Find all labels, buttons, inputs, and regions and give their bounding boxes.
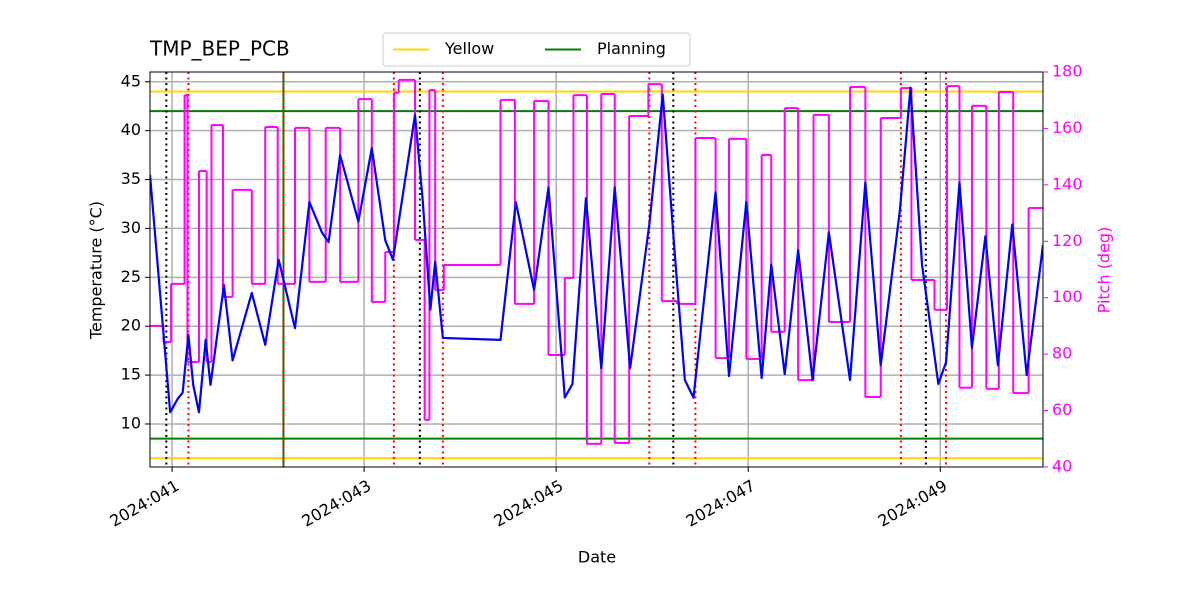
plot-area	[150, 72, 1043, 467]
y2-tick-label: 180	[1052, 62, 1083, 81]
y2-tick-label: 120	[1052, 231, 1083, 250]
y-tick-label: 15	[121, 365, 141, 384]
y2-tick-label: 140	[1052, 174, 1083, 193]
y2-tick-label: 80	[1052, 344, 1072, 363]
y2-tick-label: 40	[1052, 457, 1072, 476]
legend-box	[382, 32, 691, 67]
y-tick-label: 30	[121, 218, 141, 237]
y2-axis-label: Pitch (deg)	[1095, 227, 1114, 314]
y-tick-label: 35	[121, 169, 141, 188]
y2-tick-label: 60	[1052, 400, 1072, 419]
legend-label: Yellow	[444, 39, 494, 58]
y-tick-label: 10	[121, 413, 141, 432]
chart-title: TMP_BEP_PCB	[149, 37, 290, 61]
y-axis-label: Temperature (°C)	[87, 201, 106, 340]
y2-tick-label: 160	[1052, 118, 1083, 137]
y-tick-label: 45	[121, 71, 141, 90]
legend-label: Planning	[597, 39, 666, 58]
x-axis-label: Date	[578, 548, 616, 567]
y-tick-label: 40	[121, 120, 141, 139]
y-tick-label: 20	[121, 316, 141, 335]
axes-frame	[149, 71, 1044, 468]
series-line	[150, 86, 1043, 414]
y-tick-label: 25	[121, 267, 141, 286]
legend: Yellow Planning	[382, 32, 691, 67]
y2-tick-label: 100	[1052, 287, 1083, 306]
